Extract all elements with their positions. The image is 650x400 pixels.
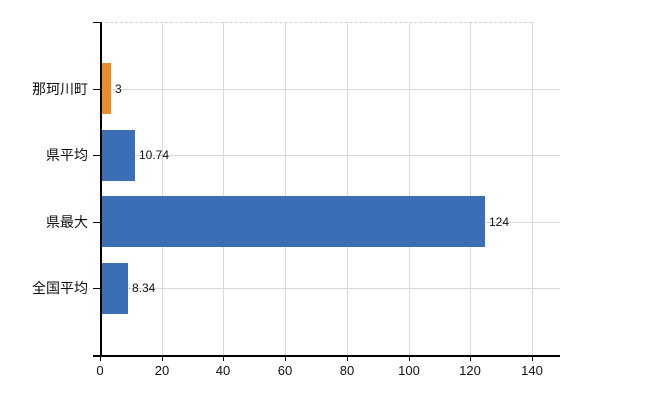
x-tick-mark: [100, 355, 101, 361]
bar: [102, 263, 128, 314]
x-tick-mark: [470, 355, 471, 361]
x-tick-label: 80: [339, 363, 355, 378]
bar: [102, 63, 111, 114]
x-tick-label: 40: [215, 363, 231, 378]
bar-value-label: 3: [115, 82, 122, 96]
x-tick-label: 60: [277, 363, 293, 378]
x-tick-label: 140: [521, 363, 543, 378]
y-category-label: 県最大: [46, 214, 88, 230]
y-tick-mark: [93, 155, 100, 156]
y-tick-mark: [93, 222, 100, 223]
y-category-label: 那珂川町: [32, 81, 88, 97]
x-tick-label: 100: [398, 363, 420, 378]
x-gridline: [347, 22, 348, 355]
x-gridline: [470, 22, 471, 355]
y-category-label: 全国平均: [32, 280, 88, 296]
bar: [102, 130, 135, 181]
plot-top-border: [100, 22, 532, 23]
y-gridline: [100, 155, 560, 156]
x-tick-label: 0: [96, 363, 104, 378]
x-tick-mark: [162, 355, 163, 361]
x-gridline: [223, 22, 224, 355]
y-gridline: [100, 288, 560, 289]
bar-value-label: 10.74: [139, 148, 170, 162]
x-axis-line: [93, 355, 560, 357]
x-tick-mark: [285, 355, 286, 361]
x-tick-mark: [223, 355, 224, 361]
bar-value-label: 124: [489, 215, 510, 229]
x-tick-mark: [532, 355, 533, 361]
y-gridline: [100, 89, 560, 90]
y-category-label: 県平均: [46, 147, 88, 163]
bar-value-label: 8.34: [132, 281, 156, 295]
x-gridline: [285, 22, 286, 355]
bar: [102, 196, 485, 247]
x-gridline: [532, 22, 533, 355]
y-tick-mark: [93, 22, 100, 23]
y-tick-mark: [93, 89, 100, 90]
x-gridline: [409, 22, 410, 355]
x-tick-label: 20: [154, 363, 170, 378]
x-tick-mark: [409, 355, 410, 361]
x-tick-label: 120: [459, 363, 481, 378]
x-gridline: [162, 22, 163, 355]
y-axis-line: [100, 22, 102, 357]
x-tick-mark: [347, 355, 348, 361]
y-tick-mark: [93, 288, 100, 289]
